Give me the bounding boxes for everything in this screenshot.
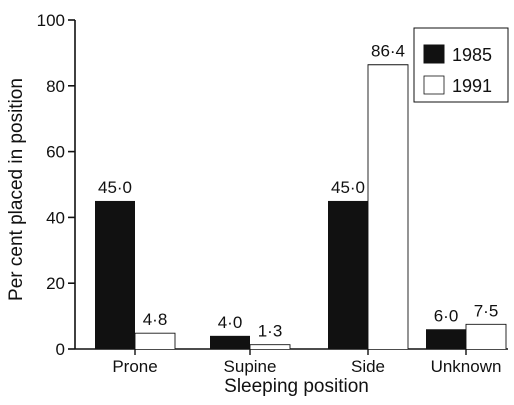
bar-outline-1991-prone (134, 332, 176, 349)
x-category-label: Prone (112, 357, 157, 376)
y-tick-label: 100 (37, 11, 65, 30)
x-category-label: Side (351, 357, 385, 376)
value-label: 4·8 (143, 310, 168, 329)
bar-outline-1991-supine (249, 344, 291, 349)
value-label: 6·0 (434, 306, 459, 325)
y-tick-label: 0 (56, 340, 65, 359)
bars (95, 64, 507, 349)
legend-label-1985: 1985 (452, 45, 492, 65)
y-tick-label: 40 (46, 208, 65, 227)
legend-swatch-1991 (423, 75, 445, 95)
x-category-labels: Prone Supine Side Unknown (112, 349, 501, 376)
value-label: 86·4 (371, 42, 405, 61)
bar-1985-side (328, 200, 368, 349)
bar-outline-1991-side (367, 64, 409, 349)
y-axis-title: Per cent placed in position (6, 78, 27, 301)
legend: 1985 1991 (413, 27, 509, 103)
value-label: 1·3 (258, 322, 283, 341)
legend-swatch-1985 (423, 44, 445, 64)
x-category-label: Unknown (431, 357, 502, 376)
y-tick-label: 80 (46, 77, 65, 96)
value-label: 45·0 (98, 178, 132, 197)
value-label: 4·0 (218, 313, 243, 332)
x-category-label: Supine (224, 357, 277, 376)
y-ticks: 0 20 40 60 80 100 (37, 11, 75, 359)
legend-label-1991: 1991 (452, 76, 492, 96)
bar-1985-prone (95, 200, 135, 349)
bar-outline-1991-unknown (465, 323, 507, 349)
bar-1991-prone (135, 333, 175, 349)
bar-1985-unknown (426, 329, 466, 349)
bar-1985-supine (210, 335, 250, 349)
y-tick-label: 60 (46, 143, 65, 162)
value-label: 45·0 (331, 178, 365, 197)
y-tick-label: 20 (46, 274, 65, 293)
bar-1991-unknown (466, 324, 506, 349)
x-axis-title: Sleeping position (224, 376, 369, 397)
bar-1991-supine (250, 344, 290, 349)
value-label: 7·5 (474, 301, 499, 320)
bar-1991-side (368, 64, 408, 349)
value-labels: 45·0 4·8 4·0 1·3 45·0 86·4 6·0 7·5 (98, 42, 498, 341)
